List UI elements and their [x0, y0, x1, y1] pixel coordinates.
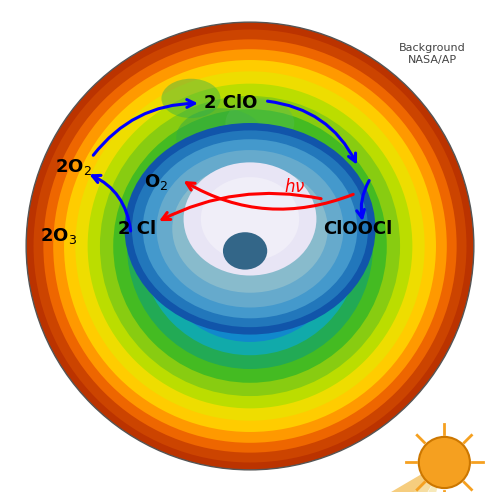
Ellipse shape: [168, 163, 332, 329]
Ellipse shape: [184, 162, 316, 276]
Polygon shape: [292, 474, 427, 492]
Text: ClOOCl: ClOOCl: [324, 220, 393, 238]
Ellipse shape: [201, 177, 299, 261]
Ellipse shape: [162, 79, 220, 118]
Ellipse shape: [154, 150, 346, 342]
Text: 2O$_3$: 2O$_3$: [40, 226, 76, 246]
Text: $h\nu$: $h\nu$: [284, 178, 305, 196]
Polygon shape: [338, 480, 432, 492]
Text: 2 ClO: 2 ClO: [204, 94, 257, 112]
Ellipse shape: [76, 71, 424, 421]
Ellipse shape: [156, 150, 344, 308]
Text: O$_2$: O$_2$: [144, 172, 169, 192]
Text: 2O$_2$: 2O$_2$: [54, 157, 92, 177]
Ellipse shape: [132, 130, 368, 327]
Ellipse shape: [141, 137, 359, 355]
Ellipse shape: [100, 96, 400, 396]
Ellipse shape: [127, 123, 373, 369]
Ellipse shape: [172, 165, 328, 293]
Ellipse shape: [26, 22, 474, 470]
Ellipse shape: [176, 108, 265, 167]
Ellipse shape: [223, 232, 267, 270]
Ellipse shape: [88, 84, 412, 408]
Polygon shape: [384, 485, 438, 492]
Ellipse shape: [226, 98, 294, 148]
Circle shape: [419, 437, 470, 488]
Ellipse shape: [181, 177, 319, 315]
Text: 2 Cl: 2 Cl: [118, 220, 156, 238]
Text: Background
NASA/AP: Background NASA/AP: [398, 43, 466, 65]
Ellipse shape: [124, 123, 376, 335]
Ellipse shape: [53, 49, 447, 443]
Ellipse shape: [113, 109, 387, 383]
Ellipse shape: [142, 139, 358, 318]
Ellipse shape: [44, 39, 457, 453]
Ellipse shape: [64, 60, 436, 432]
Ellipse shape: [34, 30, 467, 462]
